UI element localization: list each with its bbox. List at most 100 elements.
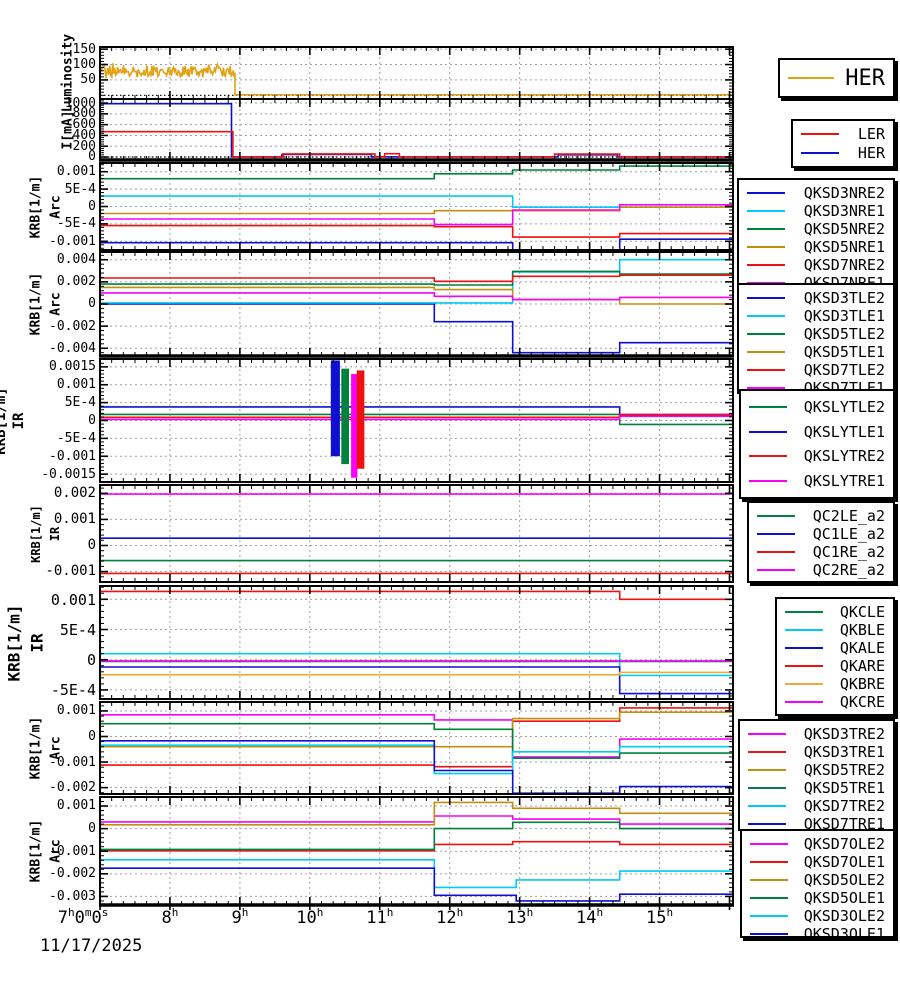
y-tick-label: 150 [72,41,96,57]
legend-her-luminosity: HER [778,58,895,98]
legend-label: QKSLYTRE2 [803,447,885,466]
legend-line-swatch [785,611,823,613]
y-tick-label: 600 [72,117,96,133]
legend-line-swatch [747,246,785,248]
legend-item: HER [788,66,885,91]
legend-label: QKBRE [839,675,885,693]
legend-label: QKSD5NRE1 [803,238,885,256]
legend-line-swatch [757,533,795,535]
legend-item: QKSD5NRE1 [747,238,885,256]
legend-ir-qk: QKCLE QKBLE QKALE QKARE QKBRE QKCRE [775,597,895,716]
series-QKSD3NRE2 [100,238,733,250]
x-tick-label: 12h [436,906,464,928]
legend-line-swatch [748,769,786,771]
legend-label: HER [857,143,885,162]
series-QKSD3TLE2 [100,303,733,354]
legend-label: QKSLYTLE1 [803,422,885,441]
x-tick-label: 11h [366,906,394,928]
y-tick-label: 0.001 [56,164,96,180]
series-QKSD7NRE1 [100,204,733,226]
legend-label: QKSD5TLE2 [803,325,885,343]
legend-line-swatch [747,369,785,371]
y-tick-label: 1000 [64,95,96,111]
legend-label: QKSD7TRE2 [803,797,885,815]
y-tick-label: 0 [88,296,96,312]
legend-label: QKSD3TLE1 [803,307,885,325]
series-HER [100,62,733,96]
spike-bar [351,374,358,478]
legend-item: QKSD5TLE1 [747,343,885,361]
y-tick-label: -0.004 [49,340,96,356]
legend-item: QKSD5OLE1 [750,889,885,907]
legend-line-swatch [750,933,788,935]
series-QKALE [100,666,733,695]
legend-item: QKSLYTRE1 [749,472,885,490]
legend-line-swatch [748,823,786,825]
y-tick-label: 0.002 [53,485,96,502]
legend-label: QKARE [839,657,885,675]
series-QKSD5OLE2 [100,801,733,826]
spike-bar [356,370,365,469]
legend-item: QKBLE [785,621,885,639]
legend-line-swatch [785,683,823,685]
y-tick-label: -0.0015 [41,466,96,482]
legend-line-swatch [748,751,786,753]
y-tick-label: 400 [72,127,96,143]
y-tick-label: 0.001 [56,703,96,719]
x-tick-label: 10h [296,906,324,928]
plot-krb-arc-tre [99,701,734,795]
legend-line-swatch [785,629,823,631]
y-axis-label: Arc [48,292,64,316]
y-axis-label: KRB[1/m] [0,386,9,455]
y-tick-label: 0.004 [56,252,96,268]
legend-item: QKSLYTLE2 [749,398,885,416]
y-axis-label: KRB[1/m] [28,175,44,238]
legend-label: QKSD5TRE1 [803,779,885,797]
legend-item: QC2LE_a2 [757,507,885,525]
legend-label: QKCLE [839,603,885,621]
y-axis-label: Arc [48,736,64,760]
legend-label: QKSD3OLE1 [803,925,885,943]
legend-label: QKSD5OLE2 [803,871,885,889]
legend-item: QKSD7TRE2 [748,797,885,815]
x-tick-label: 14h [576,906,604,928]
legend-item: QKSD5TRE2 [748,761,885,779]
y-tick-label: 0.002 [56,274,96,290]
legend-item: QKSD5OLE2 [750,871,885,889]
legend-item: QC1LE_a2 [757,525,885,543]
y-tick-label: 0 [88,412,96,428]
legend-line-swatch [750,897,788,899]
series-QKSD5OLE1 [100,821,733,851]
legend-label: QKSD5NRE2 [803,220,885,238]
legend-item: QKSD5NRE2 [747,220,885,238]
legend-line-swatch [785,665,823,667]
legend-item: QKARE [785,657,885,675]
y-axis-label: KRB[1/m] [28,716,44,780]
legend-label: QKSLYTLE2 [803,398,885,417]
legend-label: QKSD7NRE2 [803,256,885,274]
legend-line-swatch [785,647,823,649]
legend-label: QKSD3TLE2 [803,289,885,307]
legend-label: QKSD7TLE2 [803,361,885,379]
legend-line-swatch [750,843,788,845]
legend-line-swatch [747,264,785,266]
y-tick-label: 5E-4 [59,620,96,639]
plot-beam-current [99,98,734,162]
legend-label: QKSD3NRE1 [803,202,885,220]
series-QKSD3TLE1 [100,258,733,304]
legend-line-swatch [747,192,785,194]
legend-arc-tre: QKSD3TRE2 QKSD3TRE1 QKSD5TRE2 QKSD5TRE1 QKSD… [738,719,895,833]
legend-arc-ole: QKSD7OLE2 QKSD7OLE1 QKSD5OLE2 QKSD5OLE1 QKSD… [740,829,895,943]
y-tick-label: 200 [72,138,96,154]
legend-item: QKSD7TRE1 [748,815,885,833]
legend-label: QKALE [839,639,885,657]
series-QKSD7TLE2 [100,274,733,283]
date-label: 11/17/2025 [40,936,143,956]
y-axis-label: IR [11,412,27,429]
legend-line-swatch [747,228,785,230]
series-QKBLE [100,652,733,677]
series-QKSD7TRE1 [100,740,733,794]
series-QKSD3OLE1 [100,867,733,902]
y-tick-label: -0.001 [49,448,96,464]
